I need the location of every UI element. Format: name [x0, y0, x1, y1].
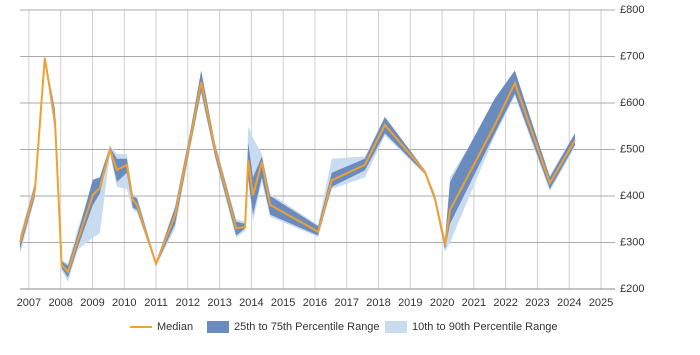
median-line	[19, 57, 576, 274]
x-tick-label: 2007	[17, 297, 41, 309]
legend-label: Median	[157, 321, 193, 333]
x-tick-label: 2023	[525, 297, 549, 309]
x-tick-label: 2008	[48, 297, 72, 309]
x-tick-label: 2009	[80, 297, 104, 309]
x-tick-label: 2016	[303, 297, 327, 309]
x-tick-label: 2014	[239, 297, 263, 309]
legend-swatch	[207, 321, 229, 333]
x-tick-label: 2024	[557, 297, 581, 309]
y-tick-label: £700	[620, 50, 644, 62]
y-tick-label: £200	[620, 283, 644, 295]
legend-label: 25th to 75th Percentile Range	[234, 321, 380, 333]
x-tick-label: 2012	[176, 297, 200, 309]
percentile-band	[20, 56, 575, 278]
y-tick-label: £300	[620, 236, 644, 248]
legend-swatch	[385, 321, 407, 333]
x-tick-label: 2018	[366, 297, 390, 309]
y-tick-label: £600	[620, 97, 644, 109]
x-tick-label: 2013	[207, 297, 231, 309]
x-tick-label: 2017	[334, 297, 358, 309]
y-tick-label: £800	[620, 4, 644, 16]
x-tick-label: 2019	[398, 297, 422, 309]
x-tick-label: 2010	[112, 297, 136, 309]
y-tick-label: £400	[620, 190, 644, 202]
x-tick-label: 2025	[589, 297, 613, 309]
legend-label: 10th to 90th Percentile Range	[412, 321, 558, 333]
x-tick-label: 2011	[144, 297, 168, 309]
y-tick-label: £500	[620, 143, 644, 155]
x-tick-label: 2015	[271, 297, 295, 309]
x-tick-label: 2021	[462, 297, 486, 309]
x-tick-label: 2022	[493, 297, 517, 309]
x-tick-label: 2020	[430, 297, 454, 309]
